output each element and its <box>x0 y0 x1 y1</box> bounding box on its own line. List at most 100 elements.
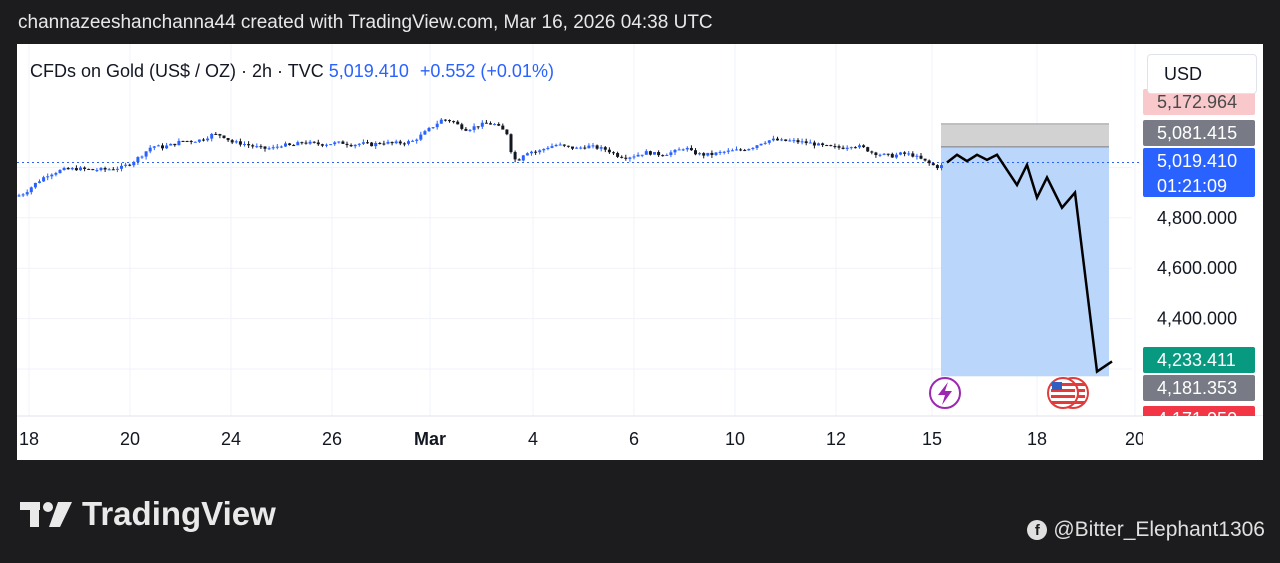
take-profit-zone[interactable] <box>941 146 1109 377</box>
candle-up <box>800 141 804 143</box>
us-flag-icon[interactable] <box>1047 377 1089 409</box>
candle-down <box>919 155 923 159</box>
candle-up <box>386 141 390 144</box>
candle-up <box>878 154 882 156</box>
candle-up <box>99 168 103 171</box>
candle-up <box>558 144 562 146</box>
candle-down <box>460 124 464 129</box>
candle-down <box>398 141 402 144</box>
candle-down <box>509 134 513 153</box>
candle-up <box>353 144 357 147</box>
candle-down <box>390 141 394 144</box>
social-handle[interactable]: f @Bitter_Elephant1306 <box>1027 518 1265 542</box>
candle-down <box>886 153 890 155</box>
candle-up <box>882 153 886 155</box>
candle-down <box>743 150 747 152</box>
projection-path[interactable] <box>946 153 1113 374</box>
currency-button[interactable]: USD <box>1147 54 1257 94</box>
candle-up <box>275 146 279 148</box>
candle-down <box>464 128 468 131</box>
candle-down <box>497 124 501 126</box>
candle-up <box>685 147 689 150</box>
candle-up <box>197 139 201 142</box>
candle-down <box>874 152 878 156</box>
y-tick-label: 4,800.000 <box>1157 208 1237 228</box>
y-tick-label: 4,400.000 <box>1157 309 1237 329</box>
candle-up <box>21 194 25 196</box>
candle-down <box>534 151 538 153</box>
candle-down <box>349 145 353 147</box>
candle-up <box>538 150 542 153</box>
candle-down <box>382 143 386 145</box>
candle-up <box>808 142 812 144</box>
candle-down <box>238 141 242 145</box>
candle-up <box>714 152 718 155</box>
candle-up <box>58 169 62 174</box>
candle-up <box>780 139 784 141</box>
candle-up <box>284 143 287 147</box>
candle-up <box>550 146 554 148</box>
axis-mask <box>1143 416 1263 460</box>
candle-up <box>493 124 497 126</box>
candle-down <box>402 143 406 145</box>
lightning-icon[interactable] <box>929 377 961 409</box>
candle-down <box>202 139 205 141</box>
candle-down <box>489 123 492 125</box>
candle-up <box>636 154 640 157</box>
candle-up <box>521 155 525 161</box>
price-chart[interactable]: 18 20 24 26 Mar 4 6 10 12 15 18 20 4,800.000 4,600.00… <box>17 44 1263 460</box>
candle-down <box>841 147 845 149</box>
candle-up <box>361 142 365 144</box>
candle-down <box>935 165 939 169</box>
candle-up <box>899 152 902 155</box>
candle-down <box>345 143 349 146</box>
candle-up <box>210 133 214 139</box>
candle-up <box>940 165 943 169</box>
candle-down <box>624 157 628 159</box>
candle-up <box>29 187 33 193</box>
candle-up <box>632 156 636 158</box>
candle-up <box>546 147 550 149</box>
candle-up <box>140 156 144 158</box>
tradingview-logo[interactable]: TradingView <box>20 495 276 533</box>
candle-up <box>206 138 210 141</box>
candle-up <box>95 170 99 172</box>
candle-up <box>669 152 673 155</box>
candle-down <box>316 142 320 145</box>
candle-up <box>718 151 722 153</box>
candle-up <box>296 142 300 146</box>
candle-down <box>443 119 447 121</box>
price-label-box <box>1143 347 1255 373</box>
candle-up <box>271 147 275 149</box>
candle-up <box>665 154 669 156</box>
candle-down <box>829 145 833 147</box>
price-label: 4,181.353 <box>1157 378 1237 398</box>
candle-up <box>894 154 898 158</box>
stop-loss-zone[interactable] <box>941 123 1109 147</box>
symbol-label[interactable]: CFDs on Gold (US$ / OZ) · 2h · TVC <box>30 61 324 81</box>
candle-up <box>411 140 415 142</box>
chart-frame[interactable]: 18 20 24 26 Mar 4 6 10 12 15 18 20 4,800.000 4,600.00… <box>17 44 1263 460</box>
candle-down <box>784 139 788 142</box>
candle-down <box>616 153 620 157</box>
candle-up <box>644 151 648 155</box>
candle-up <box>681 149 685 151</box>
chart-legend: CFDs on Gold (US$ / OZ) · 2h · TVC 5,019… <box>30 61 554 82</box>
x-tick-label: Mar <box>414 429 446 449</box>
candle-up <box>357 143 361 145</box>
candle-down <box>87 168 91 170</box>
candle-down <box>571 146 574 149</box>
candle-down <box>657 152 661 156</box>
candle-up <box>165 145 169 149</box>
candle-up <box>38 181 41 183</box>
candle-up <box>325 144 328 146</box>
price-label-box <box>1143 89 1255 115</box>
candle-down <box>607 149 611 153</box>
candle-up <box>46 176 50 178</box>
candle-up <box>115 168 119 170</box>
candle-up <box>653 152 656 155</box>
candle-up <box>747 148 751 151</box>
candle-up <box>591 145 595 147</box>
x-tick-label: 10 <box>725 429 745 449</box>
x-tick-label: 12 <box>826 429 846 449</box>
